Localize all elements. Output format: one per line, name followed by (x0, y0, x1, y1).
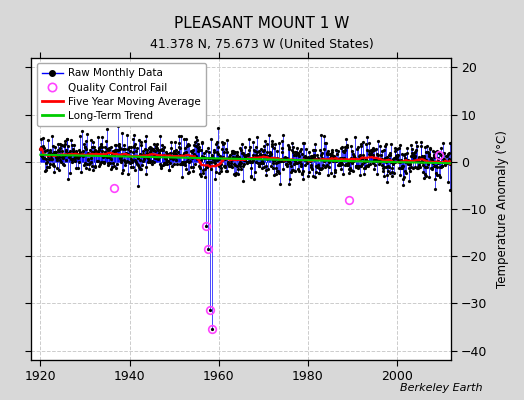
Text: 41.378 N, 75.673 W (United States): 41.378 N, 75.673 W (United States) (150, 38, 374, 51)
Text: PLEASANT MOUNT 1 W: PLEASANT MOUNT 1 W (174, 16, 350, 31)
Y-axis label: Temperature Anomaly (°C): Temperature Anomaly (°C) (496, 130, 509, 288)
Legend: Raw Monthly Data, Quality Control Fail, Five Year Moving Average, Long-Term Tren: Raw Monthly Data, Quality Control Fail, … (37, 63, 206, 126)
Text: Berkeley Earth: Berkeley Earth (400, 383, 482, 393)
